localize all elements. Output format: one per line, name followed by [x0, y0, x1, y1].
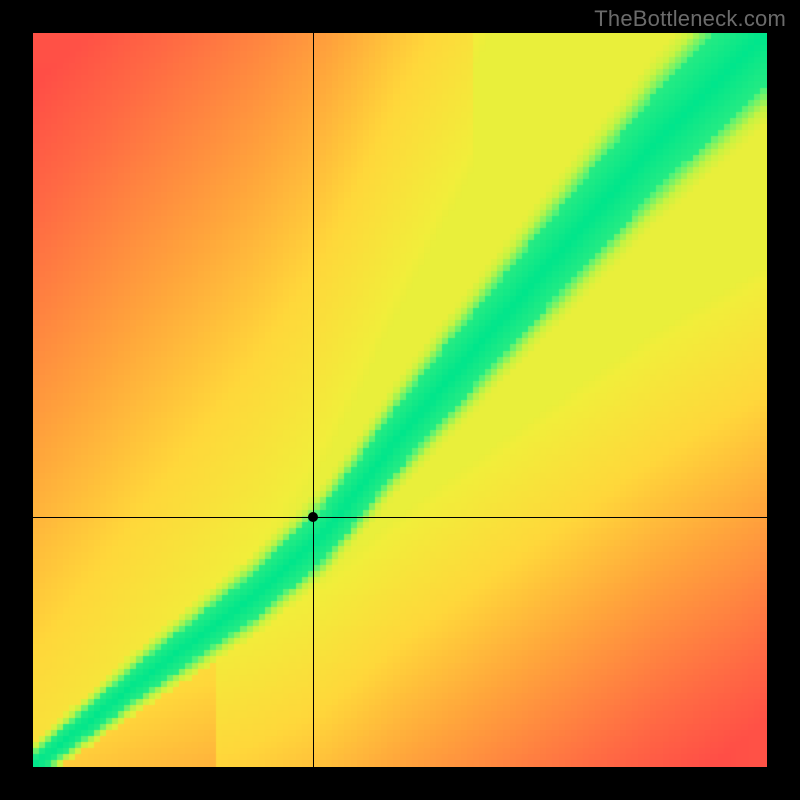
heatmap-canvas — [33, 33, 767, 767]
crosshair-marker — [308, 512, 318, 522]
watermark-text: TheBottleneck.com — [594, 6, 786, 32]
chart-container: TheBottleneck.com — [0, 0, 800, 800]
crosshair-vertical — [313, 33, 314, 767]
crosshair-horizontal — [33, 517, 767, 518]
plot-area — [33, 33, 767, 767]
